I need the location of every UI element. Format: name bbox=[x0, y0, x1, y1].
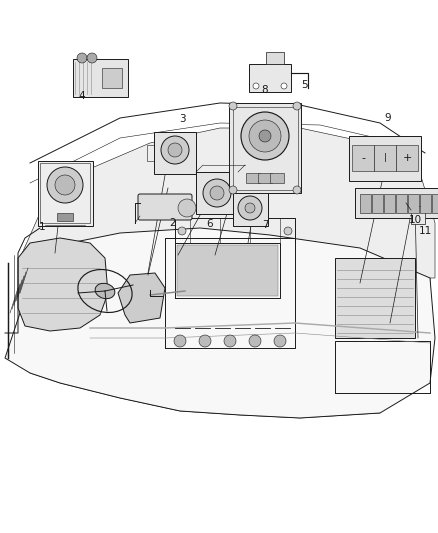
Circle shape bbox=[77, 53, 87, 63]
FancyBboxPatch shape bbox=[270, 173, 284, 183]
Circle shape bbox=[238, 196, 262, 220]
Circle shape bbox=[174, 335, 186, 347]
Circle shape bbox=[293, 102, 301, 110]
FancyBboxPatch shape bbox=[374, 145, 396, 171]
FancyBboxPatch shape bbox=[73, 59, 127, 97]
Circle shape bbox=[199, 335, 211, 347]
Circle shape bbox=[253, 83, 259, 89]
Text: 4: 4 bbox=[79, 91, 85, 101]
Circle shape bbox=[284, 227, 292, 235]
Circle shape bbox=[249, 120, 281, 152]
Circle shape bbox=[229, 102, 237, 110]
FancyBboxPatch shape bbox=[352, 145, 374, 171]
Polygon shape bbox=[18, 238, 108, 331]
Circle shape bbox=[203, 179, 231, 207]
Text: |: | bbox=[384, 154, 386, 163]
Ellipse shape bbox=[95, 284, 115, 298]
Text: 9: 9 bbox=[385, 113, 391, 123]
Text: +: + bbox=[403, 153, 412, 163]
FancyBboxPatch shape bbox=[258, 173, 272, 183]
Circle shape bbox=[47, 167, 83, 203]
Circle shape bbox=[293, 186, 301, 194]
FancyBboxPatch shape bbox=[407, 193, 418, 213]
Text: 8: 8 bbox=[261, 85, 268, 95]
FancyBboxPatch shape bbox=[371, 193, 382, 213]
FancyBboxPatch shape bbox=[266, 52, 284, 64]
FancyBboxPatch shape bbox=[396, 145, 418, 171]
FancyBboxPatch shape bbox=[138, 194, 192, 220]
Text: 3: 3 bbox=[179, 114, 185, 124]
FancyBboxPatch shape bbox=[384, 193, 395, 213]
Text: 1: 1 bbox=[39, 222, 45, 232]
Text: 10: 10 bbox=[409, 215, 421, 225]
Circle shape bbox=[241, 112, 289, 160]
FancyBboxPatch shape bbox=[349, 135, 421, 181]
Circle shape bbox=[87, 53, 97, 63]
Circle shape bbox=[168, 143, 182, 157]
Circle shape bbox=[281, 83, 287, 89]
FancyBboxPatch shape bbox=[335, 258, 415, 338]
FancyBboxPatch shape bbox=[57, 213, 73, 221]
Circle shape bbox=[249, 335, 261, 347]
FancyBboxPatch shape bbox=[411, 206, 425, 224]
FancyBboxPatch shape bbox=[431, 193, 438, 213]
FancyBboxPatch shape bbox=[396, 193, 406, 213]
Circle shape bbox=[229, 186, 237, 194]
Circle shape bbox=[178, 199, 196, 217]
Circle shape bbox=[245, 203, 255, 213]
FancyBboxPatch shape bbox=[229, 103, 301, 193]
Text: 11: 11 bbox=[418, 226, 431, 236]
Circle shape bbox=[259, 130, 271, 142]
Text: -: - bbox=[361, 153, 365, 163]
Circle shape bbox=[55, 175, 75, 195]
Text: 7: 7 bbox=[261, 220, 268, 230]
Polygon shape bbox=[20, 128, 435, 418]
Circle shape bbox=[274, 335, 286, 347]
FancyBboxPatch shape bbox=[360, 193, 371, 213]
FancyBboxPatch shape bbox=[177, 245, 278, 296]
Polygon shape bbox=[118, 273, 165, 323]
FancyBboxPatch shape bbox=[420, 193, 431, 213]
Circle shape bbox=[224, 335, 236, 347]
FancyBboxPatch shape bbox=[196, 172, 238, 214]
Polygon shape bbox=[5, 228, 435, 418]
FancyBboxPatch shape bbox=[233, 190, 268, 225]
Circle shape bbox=[210, 186, 224, 200]
FancyBboxPatch shape bbox=[355, 188, 438, 218]
Text: 2: 2 bbox=[170, 218, 177, 228]
FancyBboxPatch shape bbox=[102, 68, 122, 88]
FancyBboxPatch shape bbox=[154, 132, 196, 174]
Circle shape bbox=[161, 136, 189, 164]
FancyBboxPatch shape bbox=[38, 160, 92, 225]
Text: 6: 6 bbox=[207, 219, 213, 229]
Text: 5: 5 bbox=[302, 80, 308, 90]
FancyBboxPatch shape bbox=[249, 64, 291, 92]
FancyBboxPatch shape bbox=[246, 173, 260, 183]
Circle shape bbox=[178, 227, 186, 235]
